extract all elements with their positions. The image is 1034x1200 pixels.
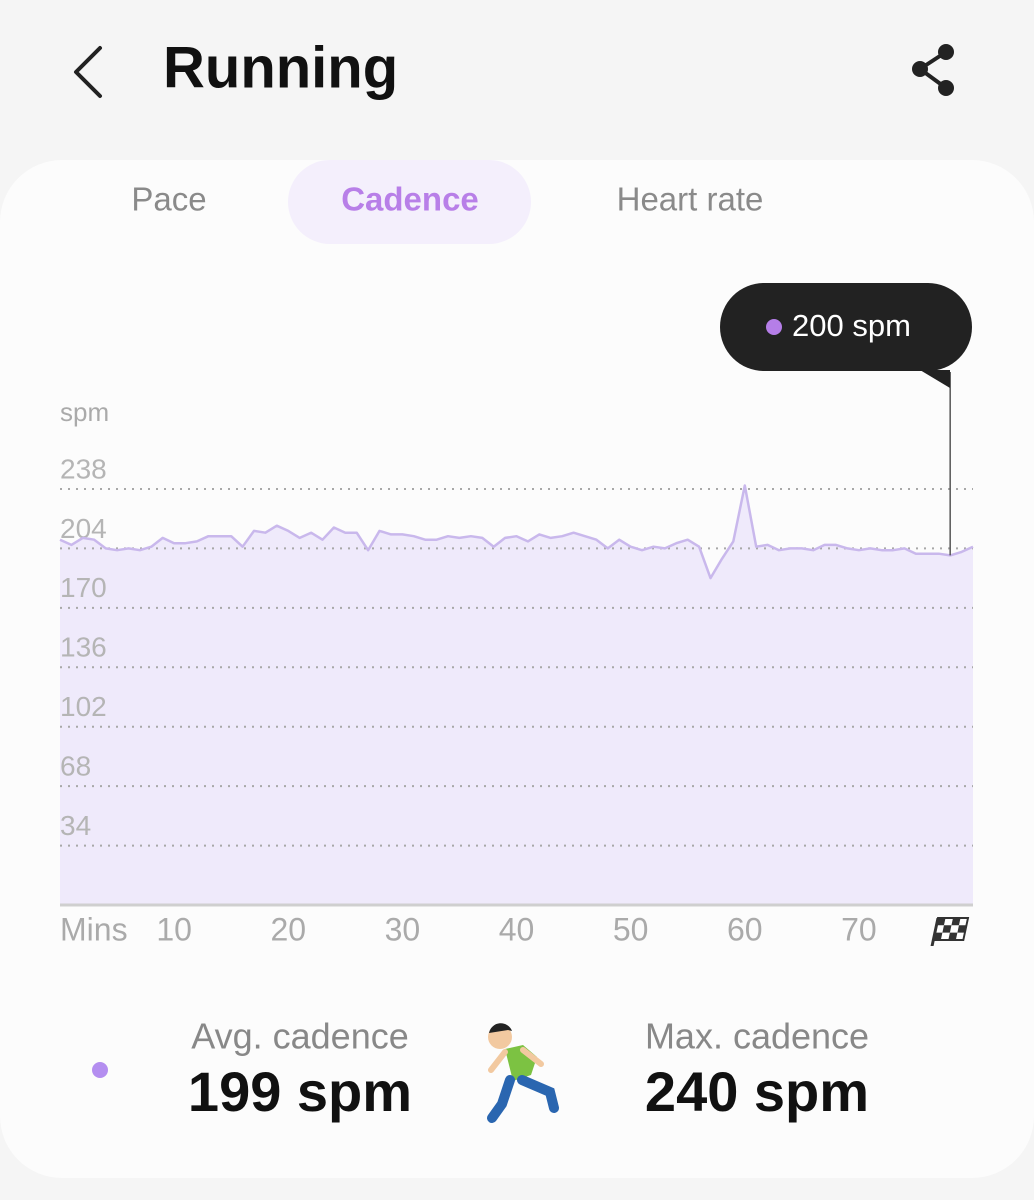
y-tick-label: 68 <box>60 751 91 782</box>
y-unit-label: spm <box>60 397 109 427</box>
legend-dot <box>92 1062 108 1078</box>
y-tick-label: 136 <box>60 632 107 663</box>
x-tick-label: 70 <box>841 911 877 947</box>
back-button[interactable] <box>74 46 102 98</box>
y-tick-label: 102 <box>60 691 107 722</box>
x-tick-label: 40 <box>499 911 535 947</box>
x-tick-label: 20 <box>270 911 306 947</box>
share-button[interactable] <box>912 44 954 96</box>
tab[interactable]: Pace <box>131 181 206 218</box>
x-axis-label: Mins <box>60 911 128 947</box>
tab[interactable]: Cadence <box>341 181 479 218</box>
x-tick-label: 10 <box>156 911 192 947</box>
runner-icon <box>487 1023 559 1123</box>
x-tick-label: 60 <box>727 911 763 947</box>
stat-value: 240 spm <box>645 1060 869 1123</box>
x-tick-label: 50 <box>613 911 649 947</box>
tooltip-label: 200 spm <box>792 308 911 343</box>
stat-label: Max. cadence <box>645 1016 869 1057</box>
page-title: Running <box>163 35 398 100</box>
area-fill <box>60 485 973 905</box>
tab[interactable]: Heart rate <box>617 181 764 218</box>
cadence-line <box>59 484 974 580</box>
y-tick-label: 238 <box>60 453 107 484</box>
finish-flag <box>930 917 970 946</box>
active-tab-pill <box>288 160 531 244</box>
stat-label: Avg. cadence <box>191 1016 409 1057</box>
stat-value: 199 spm <box>188 1060 412 1123</box>
tooltip: 200 spm <box>720 283 972 388</box>
y-tick-label: 170 <box>60 572 107 603</box>
x-tick-label: 30 <box>385 911 421 947</box>
y-tick-label: 34 <box>60 810 91 841</box>
